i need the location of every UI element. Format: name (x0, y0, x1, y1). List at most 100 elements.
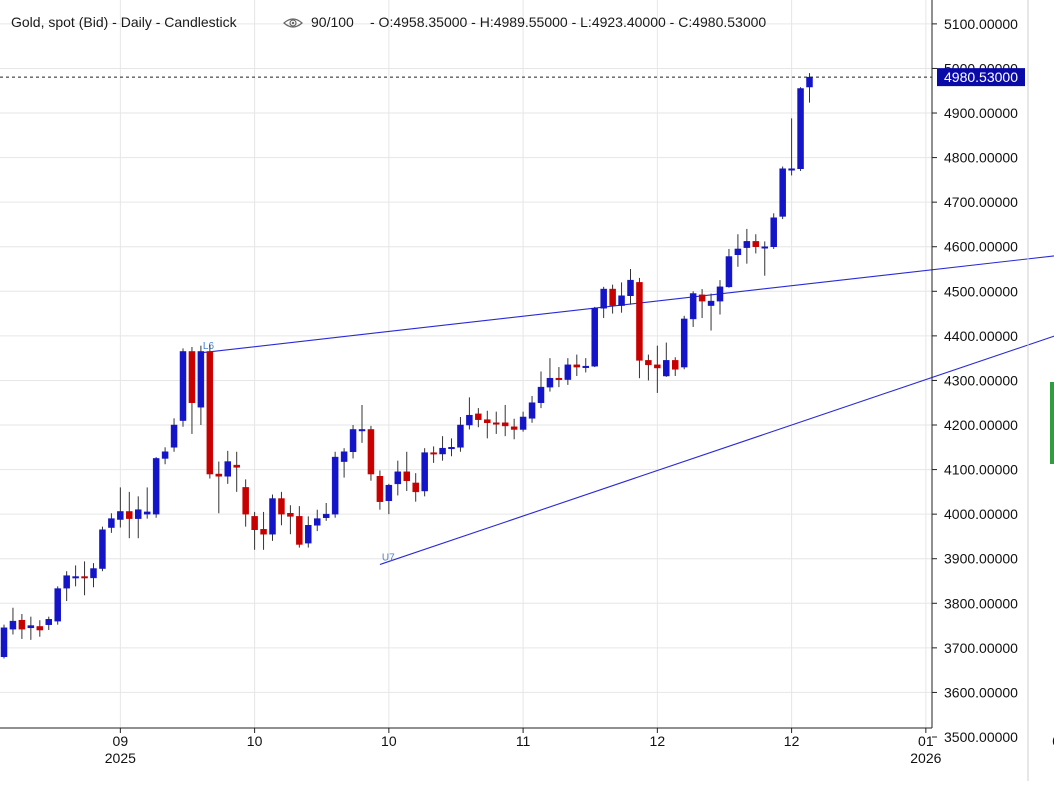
candle[interactable] (90, 563, 97, 588)
candle[interactable] (618, 282, 625, 313)
candle[interactable] (9, 607, 17, 635)
candle[interactable] (484, 410, 491, 439)
x-tick-label: 01 (1052, 733, 1054, 749)
candle[interactable] (439, 436, 446, 461)
candle[interactable] (63, 571, 70, 602)
candle[interactable] (412, 473, 419, 502)
candle[interactable] (519, 411, 527, 432)
candle[interactable] (72, 565, 79, 587)
candle[interactable] (627, 269, 634, 305)
candle[interactable] (716, 280, 724, 315)
candle[interactable] (421, 448, 428, 497)
instrument-title: Gold, spot (Bid) - Daily - Candlestick (11, 14, 238, 30)
candle[interactable] (707, 293, 715, 331)
candle[interactable] (349, 425, 357, 459)
candle[interactable] (752, 234, 760, 254)
candle[interactable] (45, 616, 52, 631)
candle[interactable] (698, 289, 706, 319)
candle[interactable] (108, 513, 115, 533)
candle[interactable] (466, 397, 473, 430)
candle[interactable] (260, 511, 267, 550)
candle[interactable] (99, 526, 106, 572)
candle-body (519, 416, 527, 430)
candle[interactable] (591, 306, 598, 368)
candle[interactable] (680, 315, 688, 370)
candle[interactable] (475, 408, 482, 428)
candle[interactable] (582, 358, 589, 373)
candle[interactable] (18, 613, 26, 639)
candle[interactable] (215, 461, 223, 514)
candle[interactable] (779, 166, 786, 220)
candle[interactable] (806, 73, 813, 103)
candle[interactable] (609, 284, 616, 314)
candle[interactable] (537, 371, 545, 409)
candle[interactable] (358, 404, 366, 443)
candle[interactable] (161, 447, 169, 465)
candle[interactable] (269, 494, 276, 541)
candle[interactable] (340, 448, 348, 478)
candle[interactable] (152, 457, 160, 518)
candle[interactable] (734, 234, 742, 267)
candle[interactable] (305, 516, 312, 548)
candle[interactable] (654, 345, 661, 393)
candle[interactable] (663, 342, 670, 377)
candle[interactable] (117, 487, 124, 528)
candle[interactable] (376, 470, 384, 510)
candle[interactable] (0, 624, 8, 659)
candle[interactable] (143, 487, 151, 519)
candle[interactable] (278, 491, 285, 526)
candle[interactable] (636, 277, 643, 379)
candle[interactable] (197, 345, 205, 426)
candle[interactable] (188, 347, 196, 434)
candle[interactable] (179, 348, 187, 427)
candle[interactable] (546, 358, 554, 392)
candle[interactable] (528, 396, 536, 423)
candle[interactable] (600, 286, 607, 319)
candle[interactable] (287, 505, 294, 535)
candle[interactable] (385, 483, 393, 515)
candle[interactable] (224, 450, 231, 484)
candle[interactable] (573, 354, 581, 376)
candle[interactable] (322, 503, 330, 521)
candle[interactable] (331, 451, 339, 518)
candle[interactable] (170, 418, 178, 452)
candle[interactable] (296, 506, 303, 548)
candle-body (331, 456, 339, 515)
candle[interactable] (788, 118, 795, 176)
candle[interactable] (725, 248, 733, 288)
candle[interactable] (394, 460, 402, 496)
eye-icon[interactable] (283, 18, 303, 28)
candle[interactable] (743, 228, 751, 264)
candle[interactable] (501, 404, 509, 437)
candle[interactable] (645, 354, 652, 381)
candle[interactable] (689, 291, 697, 327)
candle[interactable] (251, 511, 258, 550)
candle[interactable] (493, 411, 500, 434)
candle[interactable] (510, 418, 518, 440)
candle[interactable] (403, 451, 410, 491)
candle[interactable] (27, 616, 35, 640)
candle[interactable] (367, 425, 375, 481)
candle-body (126, 511, 133, 519)
candle[interactable] (242, 479, 249, 527)
candle[interactable] (54, 586, 61, 625)
candle[interactable] (672, 357, 679, 376)
candle[interactable] (233, 451, 240, 492)
candle[interactable] (314, 509, 321, 532)
candle[interactable] (135, 496, 142, 539)
candle[interactable] (448, 438, 455, 457)
candle[interactable] (430, 446, 437, 463)
candle[interactable] (761, 241, 768, 276)
candle[interactable] (126, 491, 133, 539)
candle[interactable] (81, 561, 88, 596)
trendline[interactable] (379, 304, 1054, 566)
candle[interactable] (36, 620, 44, 637)
candle[interactable] (797, 87, 804, 171)
trendline[interactable] (200, 244, 1054, 354)
candle[interactable] (564, 358, 572, 385)
candle[interactable] (555, 367, 563, 388)
candle[interactable] (770, 213, 777, 249)
candle[interactable] (206, 344, 214, 479)
candle[interactable] (457, 416, 464, 452)
